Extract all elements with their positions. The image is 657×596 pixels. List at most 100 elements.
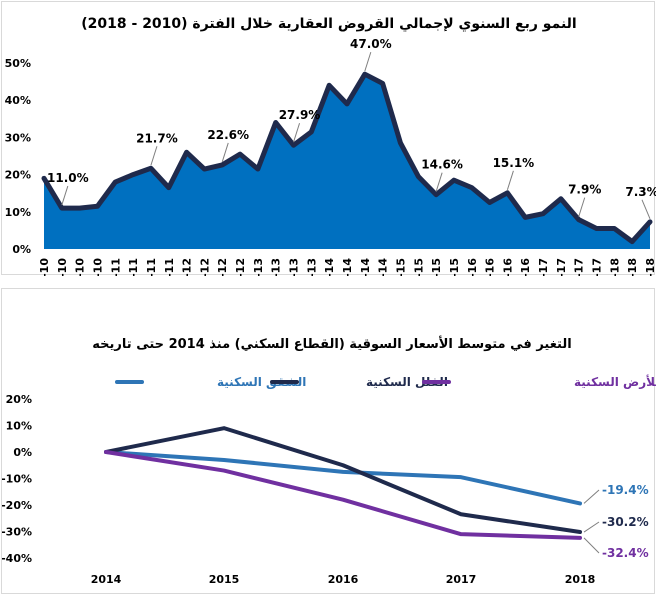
data-label: 15.1%	[493, 156, 535, 170]
x-tick-label: Q2-10	[56, 258, 69, 276]
end-label: -19.4%	[602, 483, 649, 497]
y-tick-label: -20%	[2, 499, 32, 512]
data-point	[256, 167, 260, 171]
x-tick-label: Q1-11	[109, 258, 122, 276]
x-tick-label: Q1-14	[323, 258, 336, 276]
leader-line	[150, 146, 158, 166]
x-tick-label: Q1-16	[466, 258, 479, 276]
data-point	[149, 166, 153, 170]
y-tick-label: -10%	[2, 473, 32, 486]
x-tick-label: Q3-10	[74, 258, 87, 276]
x-tick-label: Q2-14	[341, 258, 354, 276]
legend-label: الشقق السكنية	[217, 375, 306, 389]
x-tick-label: Q4-16	[519, 258, 532, 276]
data-point	[345, 102, 349, 106]
data-point	[78, 206, 82, 210]
data-point	[363, 72, 367, 76]
x-tick-label: Q4-11	[163, 258, 176, 276]
data-point	[309, 130, 313, 134]
x-tick-label: Q2-11	[127, 258, 140, 276]
chart-title: النمو ربع السنوي لإجمالي القروض العقارية…	[81, 16, 576, 33]
x-tick-label: 2016	[328, 573, 359, 586]
data-point	[238, 152, 242, 156]
data-label: 21.7%	[136, 131, 178, 145]
y-tick-label: 10%	[6, 420, 32, 433]
y-tick-label: 20%	[6, 393, 32, 406]
data-point	[398, 141, 402, 145]
leader-line	[435, 172, 443, 192]
data-point	[470, 186, 474, 190]
data-label: 7.9%	[568, 183, 601, 197]
data-label: 14.6%	[421, 158, 463, 172]
data-point	[292, 143, 296, 147]
data-point	[559, 197, 563, 201]
data-point	[523, 215, 527, 219]
data-point	[505, 191, 509, 195]
x-tick-label: Q1-12	[181, 258, 194, 276]
area-fill	[44, 74, 650, 249]
series-line	[104, 426, 582, 535]
quarterly-growth-chart: النمو ربع السنوي لإجمالي القروض العقارية…	[5, 16, 656, 276]
data-point	[630, 240, 634, 244]
data-point	[60, 206, 64, 210]
data-label: 11.0%	[47, 171, 89, 185]
data-point	[95, 204, 99, 208]
data-point	[452, 178, 456, 182]
x-tick-label: Q3-17	[573, 258, 586, 276]
x-tick-label: Q1-15	[394, 258, 407, 276]
data-point	[595, 227, 599, 231]
leader-line	[364, 52, 372, 72]
x-tick-label: Q4-15	[448, 258, 461, 276]
y-tick-label: 0%	[13, 446, 32, 459]
x-tick-label: Q3-14	[359, 258, 372, 276]
x-tick-label: 2018	[565, 573, 596, 586]
data-point	[541, 212, 545, 216]
leader-line	[506, 170, 514, 190]
data-label: 22.6%	[207, 128, 249, 142]
x-tick-label: Q2-17	[555, 258, 568, 276]
y-tick-label: 40%	[5, 94, 31, 107]
x-tick-label: Q2-18	[626, 258, 639, 276]
quarterly-growth-panel: النمو ربع السنوي لإجمالي القروض العقارية…	[1, 1, 656, 276]
data-point	[274, 121, 278, 125]
x-tick-label: Q4-12	[234, 258, 247, 276]
x-tick-label: Q2-13	[270, 258, 283, 276]
y-tick-label: -30%	[2, 526, 32, 539]
end-label: -30.2%	[602, 515, 649, 529]
data-point	[612, 227, 616, 231]
x-tick-label: Q2-15	[412, 258, 425, 276]
leader-line	[583, 489, 600, 504]
y-tick-label: 30%	[5, 131, 31, 144]
data-point	[167, 186, 171, 190]
x-tick-label: Q4-13	[305, 258, 318, 276]
x-tick-label: Q4-14	[377, 258, 390, 276]
x-tick-label: Q3-11	[145, 258, 158, 276]
leader-line	[61, 185, 69, 206]
x-tick-label: Q1-17	[537, 258, 550, 276]
x-tick-label: Q4-17	[591, 258, 604, 276]
leader-line	[583, 537, 600, 554]
x-tick-label: Q1-10	[38, 258, 51, 276]
data-point	[113, 180, 117, 184]
data-point	[327, 83, 331, 87]
data-label: 27.9%	[279, 108, 321, 122]
x-tick-label: Q3-16	[501, 258, 514, 276]
y-tick-label: 0%	[12, 243, 31, 256]
leader-line	[578, 197, 586, 217]
x-tick-label: Q1-18	[608, 258, 621, 276]
y-tick-label: 10%	[5, 206, 31, 219]
leader-line	[641, 199, 651, 220]
data-point	[577, 218, 581, 222]
y-tick-label: 20%	[5, 169, 31, 182]
data-point	[648, 220, 652, 224]
x-tick-label: Q2-12	[198, 258, 211, 276]
data-label: 47.0%	[350, 37, 392, 51]
series-line	[104, 450, 582, 506]
data-point	[42, 176, 46, 180]
price-change-chart: التغير في متوسط الأسعار السوقية (القطاع …	[2, 335, 656, 586]
y-tick-label: 50%	[5, 57, 31, 70]
chart-title: التغير في متوسط الأسعار السوقية (القطاع …	[92, 335, 571, 352]
x-tick-label: Q4-10	[91, 258, 104, 276]
x-tick-label: 2014	[91, 573, 122, 586]
data-point	[202, 167, 206, 171]
